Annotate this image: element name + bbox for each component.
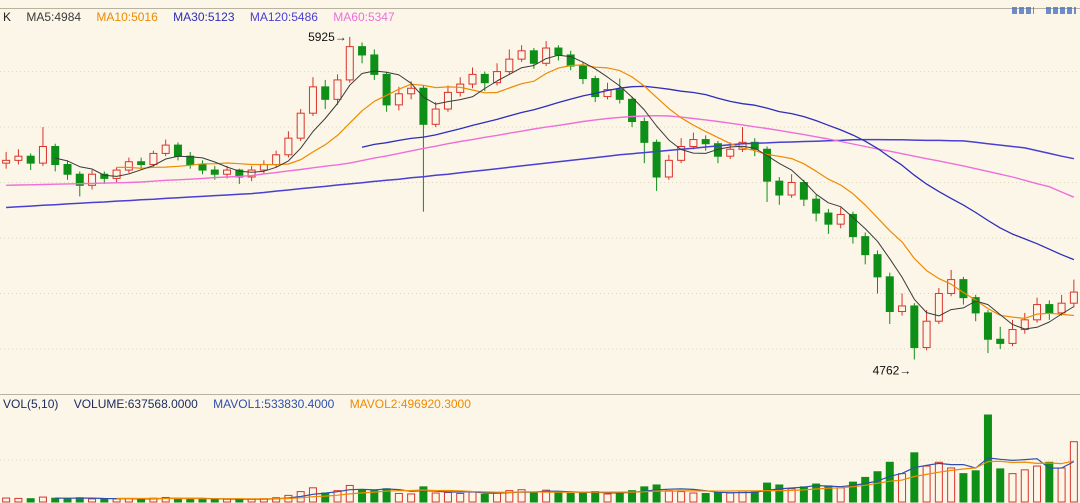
ma120-legend: MA120:5486 bbox=[249, 10, 318, 24]
volume-value: VOLUME:637568.0000 bbox=[73, 397, 198, 411]
mavol2-value: MAVOL2:496920.3000 bbox=[349, 397, 471, 411]
ma60-legend: MA60:5347 bbox=[333, 10, 395, 24]
volume-legend: VOL(5,10) VOLUME:637568.0000 MAVOL1:5338… bbox=[3, 397, 483, 411]
price-annotation: 5925→ bbox=[308, 30, 347, 44]
toolbar-button-2[interactable] bbox=[1046, 7, 1076, 14]
ma30-legend: MA30:5123 bbox=[173, 10, 235, 24]
toolbar-button-1[interactable] bbox=[1011, 7, 1034, 14]
ma10-legend: MA10:5016 bbox=[96, 10, 158, 24]
toolbar bbox=[1004, 1, 1076, 19]
ma5-legend: MA5:4984 bbox=[26, 10, 82, 24]
gridlines bbox=[0, 8, 1080, 461]
volume-bars bbox=[2, 414, 1078, 503]
vol-label: VOL(5,10) bbox=[3, 397, 59, 411]
price-annotation: 4762→ bbox=[873, 363, 912, 377]
ma-legend: K MA5:4984 MA10:5016 MA30:5123 MA120:548… bbox=[3, 10, 407, 24]
annotations: 5925→ 4762→ bbox=[308, 30, 911, 378]
ma-lines bbox=[6, 54, 1075, 330]
mavol1-value: MAVOL1:533830.4000 bbox=[213, 397, 335, 411]
candles bbox=[2, 36, 1078, 360]
mavol-lines bbox=[55, 457, 1075, 500]
k-label: K bbox=[3, 10, 12, 24]
